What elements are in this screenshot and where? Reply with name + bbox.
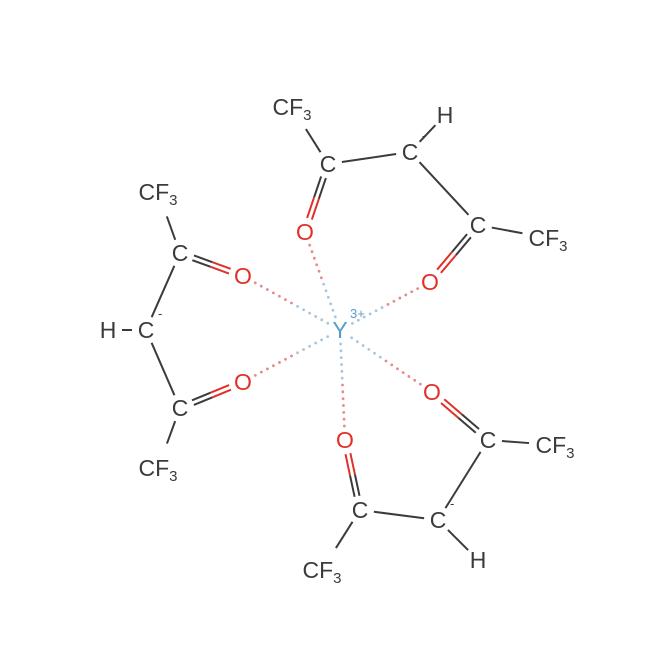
bond: [307, 176, 326, 219]
atom-b_h: H: [470, 547, 487, 573]
svg-text:C: C: [480, 427, 497, 453]
svg-text:CF3: CF3: [528, 225, 567, 255]
svg-text:C: C: [470, 212, 487, 238]
svg-text:CF3: CF3: [138, 179, 177, 209]
bond: [152, 343, 175, 395]
svg-text:C: C: [172, 395, 189, 421]
atom-b_cf1: CF3: [302, 557, 341, 587]
atom-l_cf2: CF3: [138, 455, 177, 485]
svg-text:Y: Y: [332, 317, 347, 343]
coord-bond: [339, 343, 346, 428]
bond: [448, 530, 468, 550]
svg-text:O: O: [336, 427, 354, 453]
svg-text:-: -: [158, 306, 162, 321]
bond: [420, 162, 469, 215]
svg-text:CF3: CF3: [535, 432, 574, 462]
atom-t_o2: O: [421, 269, 439, 295]
atom-t_o1: O: [296, 219, 314, 245]
svg-text:3+: 3+: [350, 306, 365, 321]
coord-bond: [254, 281, 329, 324]
svg-text:O: O: [421, 269, 439, 295]
svg-text:C: C: [402, 139, 419, 165]
atom-l_o1: O: [234, 263, 252, 289]
bond: [374, 512, 424, 518]
svg-text:O: O: [423, 379, 441, 405]
atom-b_c1: C: [352, 497, 369, 523]
atom-l_c1: C: [172, 240, 189, 266]
svg-text:-: -: [422, 128, 426, 143]
center-atom: Y3+: [332, 306, 365, 343]
atom-t_c1: C: [320, 151, 337, 177]
svg-text:H: H: [437, 102, 454, 128]
svg-text:CF3: CF3: [272, 94, 311, 124]
atom-l_cm: C-: [138, 306, 163, 343]
atom-l_h: H: [100, 317, 117, 343]
atom-b_o1: O: [336, 427, 354, 453]
svg-text:O: O: [234, 369, 252, 395]
bond: [167, 421, 175, 443]
coord-bond: [350, 336, 422, 385]
atom-l_c2: C: [172, 395, 189, 421]
bond: [345, 453, 359, 497]
bond: [492, 228, 523, 234]
svg-text:O: O: [296, 219, 314, 245]
atom-b_cm: C-: [430, 496, 455, 533]
atom-b_o2: O: [423, 379, 441, 405]
atom-t_cf1: CF3: [272, 94, 311, 124]
atom-t_c2: C: [470, 212, 487, 238]
atom-l_cf1: CF3: [138, 179, 177, 209]
atom-b_cf2: CF3: [535, 432, 574, 462]
svg-text:CF3: CF3: [138, 455, 177, 485]
svg-text:C: C: [320, 151, 337, 177]
svg-text:CF3: CF3: [302, 557, 341, 587]
bond: [192, 385, 231, 405]
bond: [441, 399, 479, 433]
svg-text:C: C: [430, 507, 447, 533]
bond: [342, 154, 396, 162]
bond: [192, 255, 230, 273]
bond: [306, 129, 321, 152]
svg-text:C: C: [138, 317, 155, 343]
coord-bond: [254, 335, 329, 377]
bond: [167, 216, 175, 239]
bond: [152, 266, 175, 317]
svg-text:C: C: [352, 497, 369, 523]
bond: [502, 441, 529, 443]
bond: [437, 234, 471, 273]
atom-t_h: H: [437, 102, 454, 128]
bond: [336, 522, 353, 548]
atom-l_o2: O: [234, 369, 252, 395]
svg-text:H: H: [470, 547, 487, 573]
atom-b_c2: C: [480, 427, 497, 453]
svg-text:O: O: [234, 263, 252, 289]
svg-text:-: -: [450, 496, 454, 511]
svg-text:C: C: [172, 240, 189, 266]
atom-t_cf2: CF3: [528, 225, 567, 255]
svg-text:H: H: [100, 317, 117, 343]
molecule-diagram: OOCCC-HCF3CF3OOCCC-HCF3CF3OOCCC-HCF3CF3Y…: [0, 0, 650, 650]
coord-bond: [308, 244, 336, 318]
atom-t_cm: C-: [402, 128, 427, 165]
